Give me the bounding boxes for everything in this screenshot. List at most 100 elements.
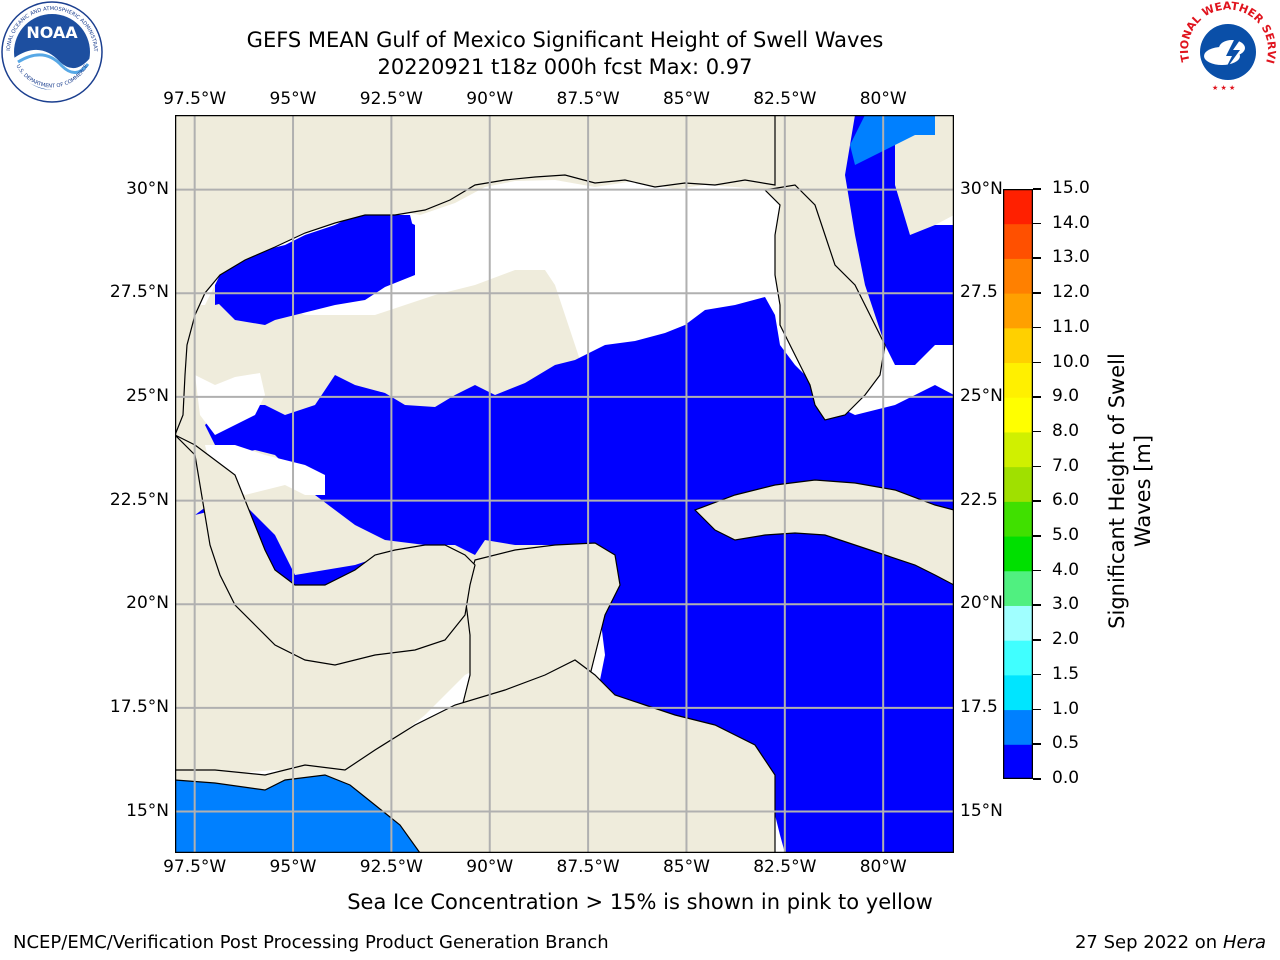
colorbar-segment [1003, 570, 1033, 606]
colorbar-segment [1003, 501, 1033, 537]
colorbar-tick-mark [1033, 430, 1041, 433]
colorbar-frame [1002, 188, 1034, 780]
colorbar-tick-mark [1033, 535, 1041, 537]
lon-tick-label-bottom: 85°W [662, 857, 710, 877]
colorbar-tick-mark [1033, 673, 1041, 676]
colorbar [1002, 188, 1034, 780]
colorbar-segment [1003, 640, 1033, 676]
colorbar-tick-mark [1033, 465, 1041, 468]
colorbar-tick-mark [1033, 743, 1041, 745]
lat-tick-label-right: 30°N [960, 178, 1003, 199]
colorbar-tick-label: 11.0 [1052, 316, 1090, 337]
lon-tick-label-top: 85°W [662, 89, 710, 109]
colorbar-tick-label: 14.0 [1052, 212, 1090, 233]
colorbar-tick-mark [1033, 778, 1041, 780]
colorbar-label-line2: Waves [m] [1131, 434, 1155, 548]
svg-text:★ ★ ★: ★ ★ ★ [1212, 84, 1235, 92]
colorbar-tick-label: 10.0 [1052, 351, 1090, 372]
lat-tick-label-left: 30°N [126, 178, 169, 199]
lat-tick-label-right: 20°N [960, 593, 1003, 614]
lon-tick-label-bottom: 95°W [269, 857, 317, 877]
colorbar-tick-label: 3.0 [1052, 594, 1080, 615]
nws-logo: NATIONAL WEATHER SERVICE ★ ★ ★ [1171, 0, 1280, 104]
colorbar-label-line1: Significant Height of Swell [1105, 353, 1129, 629]
lat-tick-label-right: 15°N [960, 800, 1003, 821]
chart-title-line1: GEFS MEAN Gulf of Mexico Significant Hei… [246, 28, 884, 52]
colorbar-tick-mark [1033, 292, 1041, 294]
lat-tick-label-right: 27.5 [960, 282, 998, 303]
graticule [175, 115, 954, 853]
lat-tick-label-right: 17.5 [960, 696, 998, 717]
colorbar-tick-label: 2.0 [1052, 629, 1080, 650]
lat-tick-label-left: 17.5°N [109, 696, 169, 717]
colorbar-tick-mark [1033, 639, 1041, 641]
lon-tick-label-bottom: 90°W [466, 857, 514, 877]
lat-tick-label-left: 22.5°N [109, 489, 169, 510]
colorbar-segment [1003, 431, 1033, 468]
colorbar-segment [1003, 744, 1033, 780]
colorbar-tick-mark [1033, 604, 1041, 606]
map-frame [174, 114, 955, 854]
colorbar-tick-mark [1033, 500, 1041, 502]
map-svg [174, 114, 955, 854]
lat-tick-label-left: 27.5°N [109, 282, 169, 303]
colorbar-tick-mark [1033, 361, 1041, 364]
lon-tick-label-top: 90°W [466, 89, 514, 109]
colorbar-segment [1003, 536, 1033, 572]
lon-tick-label-bottom: 87.5°W [556, 857, 620, 877]
colorbar-tick-mark [1033, 708, 1041, 711]
chart-title-line2: 20220921 t18z 000h fcst Max: 0.97 [377, 55, 753, 79]
sea-ice-note: Sea Ice Concentration > 15% is shown in … [347, 890, 933, 914]
lat-tick-label-right: 22.5 [960, 489, 998, 510]
colorbar-segment [1003, 362, 1033, 398]
colorbar-tick-label: 1.5 [1052, 663, 1080, 684]
run-date-text: 27 Sep 2022 on [1074, 932, 1218, 953]
lon-tick-label-bottom: 80°W [859, 857, 907, 877]
lon-tick-label-top: 87.5°W [556, 89, 620, 109]
colorbar-tick-mark [1033, 222, 1041, 225]
lat-tick-label-left: 20°N [126, 593, 169, 614]
map-panel [174, 114, 955, 854]
colorbar-tick-label: 4.0 [1052, 559, 1080, 580]
colorbar-tick-mark [1033, 257, 1041, 259]
colorbar-segment [1003, 189, 1033, 225]
noaa-logo-text: NOAA [26, 23, 78, 42]
nodata-west-coast [195, 373, 265, 435]
lon-tick-label-top: 82.5°W [753, 89, 817, 109]
colorbar-tick-label: 13.0 [1052, 247, 1090, 268]
colorbar-segment [1003, 605, 1033, 641]
colorbar-segment [1003, 466, 1033, 502]
lon-tick-label-bottom: 92.5°W [359, 857, 423, 877]
lon-tick-label-top: 95°W [269, 89, 317, 109]
colorbar-segment [1003, 293, 1033, 329]
colorbar-segment [1003, 223, 1033, 259]
producer-credit: NCEP/EMC/Verification Post Processing Pr… [13, 932, 609, 953]
colorbar-tick-label: 1.0 [1052, 698, 1080, 719]
colorbar-segment [1003, 709, 1033, 745]
colorbar-tick-label: 8.0 [1052, 420, 1080, 441]
colorbar-tick-mark [1033, 396, 1041, 398]
lon-tick-label-top: 92.5°W [359, 89, 423, 109]
colorbar-segment [1003, 327, 1033, 364]
lat-tick-label-left: 25°N [126, 385, 169, 406]
colorbar-tick-label: 5.0 [1052, 525, 1080, 546]
colorbar-segment [1003, 674, 1033, 711]
colorbar-tick-label: 6.0 [1052, 490, 1080, 511]
swell-0-0.5-north [215, 213, 415, 325]
swell-0-0.5-ne [845, 115, 954, 365]
run-date: 27 Sep 2022 on Hera [1075, 932, 1266, 953]
colorbar-tick-label: 9.0 [1052, 386, 1080, 407]
lon-tick-label-bottom: 97.5°W [163, 857, 227, 877]
lat-tick-label-left: 15°N [126, 800, 169, 821]
noaa-logo: NOAA NATIONAL OCEANIC AND ATMOSPHERIC AD… [0, 0, 104, 104]
colorbar-tick-label: 12.0 [1052, 282, 1090, 303]
colorbar-tick-label: 7.0 [1052, 455, 1080, 476]
lon-tick-label-top: 97.5°W [163, 89, 227, 109]
colorbar-tick-mark [1033, 326, 1041, 329]
land-florida [763, 184, 886, 421]
colorbar-tick-mark [1033, 188, 1041, 190]
machine-name: Hera [1222, 932, 1266, 953]
lat-tick-label-right: 25°N [960, 385, 1003, 406]
swell-0.5-1.0-atlantic [850, 115, 935, 165]
colorbar-tick-mark [1033, 569, 1041, 572]
